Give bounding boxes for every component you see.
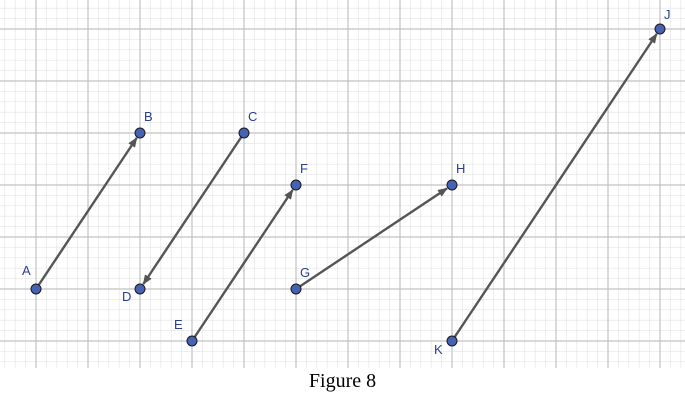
vector-cd	[142, 132, 245, 285]
point-c	[238, 127, 250, 139]
point-g	[290, 283, 302, 295]
grid	[0, 0, 685, 368]
vector-diagram: A B C D E F G H K J	[0, 0, 685, 368]
point-h	[446, 179, 458, 191]
point-label-h: H	[456, 161, 465, 176]
point-label-a: A	[22, 263, 31, 278]
point-e	[186, 335, 198, 347]
vector-kj	[451, 33, 658, 342]
point-label-b: B	[144, 109, 153, 124]
point-b	[134, 127, 146, 139]
vector-ef	[191, 189, 294, 342]
vector-gh	[295, 187, 448, 290]
point-label-d: D	[122, 289, 131, 304]
point-label-e: E	[174, 317, 183, 332]
figure-caption: Figure 8	[308, 370, 377, 392]
point-label-f: F	[300, 161, 308, 176]
point-label-c: C	[248, 109, 257, 124]
point-a	[30, 283, 42, 295]
point-j	[654, 23, 666, 35]
point-k	[446, 335, 458, 347]
vectors	[35, 33, 658, 342]
point-label-g: G	[300, 265, 310, 280]
points: A B C D E F G H K J	[22, 7, 671, 357]
vector-ab	[35, 137, 138, 290]
point-d	[134, 283, 146, 295]
point-label-j: J	[664, 7, 671, 22]
point-f	[290, 179, 302, 191]
point-label-k: K	[434, 342, 443, 357]
